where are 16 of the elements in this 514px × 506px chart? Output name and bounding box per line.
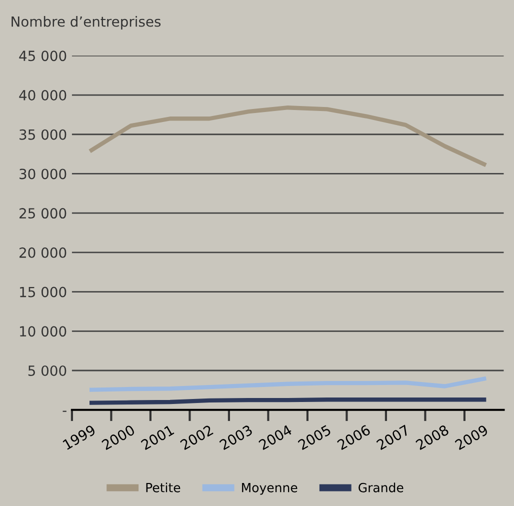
legend-label: Moyenne (242, 483, 298, 495)
y-tick-label: - (62, 410, 66, 412)
line-series (90, 106, 486, 166)
y-axis-title: Nombre d’entreprises (12, 16, 161, 30)
y-tick-label: 15 000 (20, 286, 66, 298)
line-series (90, 376, 486, 392)
y-tick-label: 40 000 (19, 90, 66, 100)
legend-label: Grande (358, 482, 404, 492)
y-tick-label: 20 000 (20, 247, 66, 258)
legend-label: Petite (146, 482, 180, 492)
y-tick-label: 25 000 (20, 208, 66, 219)
y-tick-label: 45 000 (19, 50, 66, 62)
y-tick-label: 10 000 (20, 326, 66, 337)
y-tick-label: 35 000 (20, 129, 66, 140)
y-tick-label: 30 000 (20, 168, 66, 180)
y-tick-label: 5 000 (28, 365, 66, 376)
